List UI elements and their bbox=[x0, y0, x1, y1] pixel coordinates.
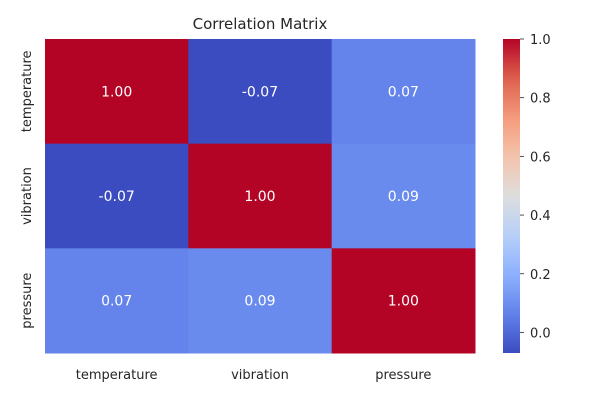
colorbar-tick-label: 1.0 bbox=[530, 33, 551, 48]
heatmap-cells bbox=[45, 39, 476, 354]
colorbar-tick-label: 0.4 bbox=[530, 209, 551, 224]
cell-value-label: 1.00 bbox=[244, 189, 275, 205]
colorbar bbox=[503, 39, 520, 353]
cell-value-label: 1.00 bbox=[388, 294, 419, 310]
heatmap-cell-labels: 1.00 -0.07 0.07 -0.07 1.00 0.09 0.07 0.09 1.00 bbox=[99, 84, 419, 309]
heatmap-cell bbox=[45, 143, 189, 249]
y-tick-label: vibration bbox=[20, 167, 35, 225]
colorbar-tick-labels: 0.0 0.2 0.4 0.6 0.8 1.0 bbox=[520, 33, 551, 341]
colorbar-tick-label: 0.6 bbox=[530, 150, 551, 165]
y-tick-label: pressure bbox=[20, 273, 35, 329]
chart-title: Correlation Matrix bbox=[193, 15, 328, 33]
cell-value-label: 0.09 bbox=[388, 189, 419, 205]
colorbar-tick-label: 0.2 bbox=[530, 268, 551, 283]
colorbar-tick-label: 0.0 bbox=[530, 326, 551, 341]
heatmap-cell bbox=[188, 248, 333, 354]
x-tick-label: pressure bbox=[375, 368, 431, 383]
cell-value-label: 0.07 bbox=[101, 294, 132, 310]
x-tick-label: temperature bbox=[76, 368, 158, 383]
cell-value-label: -0.07 bbox=[242, 84, 278, 100]
y-tick-label: temperature bbox=[20, 50, 35, 132]
cell-value-label: 1.00 bbox=[101, 84, 132, 100]
heatmap-cell bbox=[188, 143, 333, 249]
heatmap-cell bbox=[331, 39, 476, 145]
heatmap-cell bbox=[45, 248, 189, 354]
heatmap-cell bbox=[331, 248, 476, 354]
x-axis-tick-labels: temperature vibration pressure bbox=[76, 368, 432, 383]
y-axis-tick-labels: temperature vibration pressure bbox=[20, 50, 35, 328]
heatmap-cell bbox=[188, 39, 333, 145]
heatmap-cell bbox=[45, 39, 189, 145]
cell-value-label: 0.07 bbox=[388, 84, 419, 100]
cell-value-label: -0.07 bbox=[99, 189, 135, 205]
heatmap-cell bbox=[331, 143, 476, 249]
x-tick-label: vibration bbox=[231, 368, 289, 383]
cell-value-label: 0.09 bbox=[244, 294, 275, 310]
colorbar-tick-label: 0.8 bbox=[530, 92, 551, 107]
